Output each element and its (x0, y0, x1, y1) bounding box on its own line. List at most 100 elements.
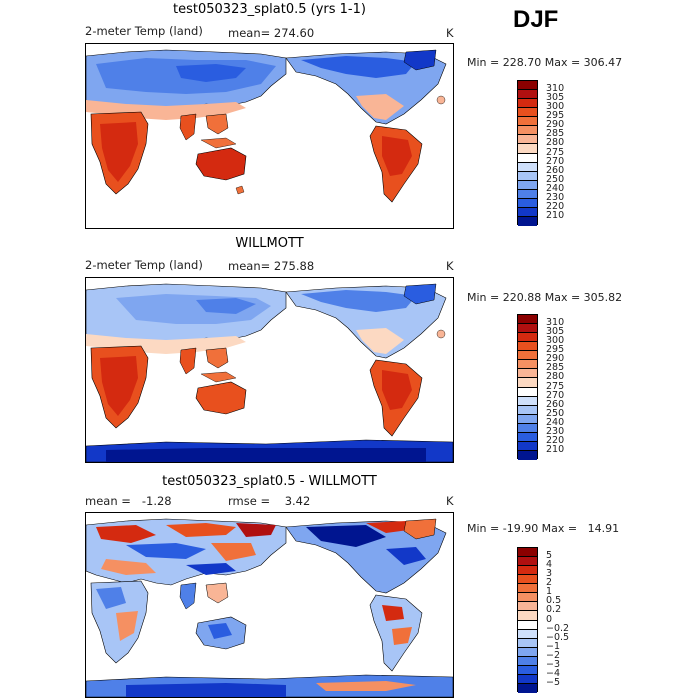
panel-3-colorbar (517, 547, 538, 693)
panel-3-mean-label: mean = -1.28 (85, 494, 172, 508)
panel-2-map (85, 277, 454, 463)
colorbar-segment (518, 611, 537, 621)
colorbar-tick-label: 3 (546, 568, 553, 580)
colorbar-segment (518, 342, 537, 352)
colorbar-tick-label: 300 (546, 335, 565, 347)
colorbar-tick-label: 285 (546, 128, 565, 140)
colorbar-segment (518, 450, 537, 460)
colorbar-segment (518, 333, 537, 343)
season-label: DJF (513, 6, 559, 33)
colorbar-segment (518, 423, 537, 433)
colorbar-tick-label: 230 (546, 425, 565, 437)
colorbar-segment (518, 396, 537, 406)
colorbar-tick-label: 220 (546, 434, 565, 446)
australia-landmass (195, 147, 247, 181)
colorbar-segment (518, 189, 537, 199)
colorbar-tick-label: 285 (546, 362, 565, 374)
colorbar-segment (518, 99, 537, 109)
colorbar-segment (518, 405, 537, 415)
colorbar-tick-label: 295 (546, 344, 565, 356)
colorbar-segment (518, 180, 537, 190)
colorbar-tick-label: 290 (546, 353, 565, 365)
colorbar-segment (518, 548, 537, 558)
panel-1-title: test050323_splat0.5 (yrs 1-1) (173, 2, 366, 17)
colorbar-tick-label: −0.2 (546, 622, 570, 634)
panel-3-map-graphic (86, 513, 453, 697)
colorbar-tick-label: 290 (546, 119, 565, 131)
colorbar-segment (518, 351, 537, 361)
colorbar-segment (518, 656, 537, 666)
colorbar-segment (518, 665, 537, 675)
colorbar-tick-label: 275 (546, 380, 565, 392)
colorbar-tick-label: 270 (546, 155, 565, 167)
colorbar-segment (518, 126, 537, 136)
panel-3-rmse-label: rmse = 3.42 (228, 494, 311, 508)
colorbar-segment (518, 324, 537, 334)
colorbar-tick-label: 310 (546, 317, 565, 329)
panel-3-minmax: Min = -19.90 Max = 14.91 (467, 522, 620, 535)
panel-1-variable-label: 2-meter Temp (land) (85, 24, 203, 38)
colorbar-tick-label: 4 (546, 559, 553, 571)
panel-2-mean-label: mean= 275.88 (228, 259, 315, 273)
colorbar-segment (518, 575, 537, 585)
colorbar-tick-label: 300 (546, 101, 565, 113)
colorbar-tick-label: 0 (546, 613, 553, 625)
colorbar-tick-label: −2 (546, 649, 561, 661)
panel-3-title: test050323_splat0.5 - WILLMOTT (162, 474, 377, 489)
colorbar-segment (518, 629, 537, 639)
colorbar-segment (518, 441, 537, 451)
colorbar-segment (518, 378, 537, 388)
colorbar-tick-label: 310 (546, 83, 565, 95)
panel-1-map (85, 43, 454, 229)
colorbar-segment (518, 674, 537, 684)
colorbar-tick-label: 270 (546, 389, 565, 401)
colorbar-segment (518, 683, 537, 693)
colorbar-tick-label: 280 (546, 137, 565, 149)
colorbar-segment (518, 81, 537, 91)
colorbar-tick-label: 210 (546, 443, 565, 455)
colorbar-segment (518, 108, 537, 118)
colorbar-segment (518, 207, 537, 217)
colorbar-tick-label: −4 (546, 667, 561, 679)
colorbar-tick-label: −5 (546, 676, 561, 688)
colorbar-tick-label: 250 (546, 173, 565, 185)
panel-2-map-graphic (86, 278, 453, 462)
colorbar-tick-label: 305 (546, 92, 565, 104)
colorbar-tick-label: 260 (546, 398, 565, 410)
colorbar-segment (518, 387, 537, 397)
colorbar-tick-label: 2 (546, 577, 553, 589)
colorbar-tick-label: 240 (546, 182, 565, 194)
colorbar-segment (518, 135, 537, 145)
colorbar-tick-label: −3 (546, 658, 561, 670)
panel-3-units-label: K (446, 494, 454, 508)
colorbar-segment (518, 602, 537, 612)
colorbar-segment (518, 620, 537, 630)
colorbar-segment (518, 432, 537, 442)
panel-1-mean-label: mean= 274.60 (228, 26, 315, 40)
colorbar-segment (518, 566, 537, 576)
colorbar-tick-label: 5 (546, 550, 553, 562)
panel-1-map-graphic (86, 44, 453, 228)
colorbar-segment (518, 557, 537, 567)
colorbar-segment (518, 144, 537, 154)
colorbar-tick-label: 250 (546, 407, 565, 419)
colorbar-tick-label: 0.5 (546, 595, 562, 607)
colorbar-tick-label: 0.2 (546, 604, 562, 616)
colorbar-tick-label: 220 (546, 200, 565, 212)
panel-2-title: WILLMOTT (235, 236, 304, 251)
colorbar-tick-label: 210 (546, 209, 565, 221)
colorbar-segment (518, 315, 537, 325)
colorbar-segment (518, 593, 537, 603)
colorbar-tick-label: 230 (546, 191, 565, 203)
colorbar-segment (518, 162, 537, 172)
colorbar-tick-label: 295 (546, 110, 565, 122)
colorbar-tick-label: 240 (546, 416, 565, 428)
colorbar-tick-label: 1 (546, 586, 553, 598)
colorbar-segment (518, 198, 537, 208)
panel-3-map (85, 512, 454, 698)
panel-1-units-label: K (446, 26, 454, 40)
colorbar-tick-label: −0.5 (546, 631, 570, 643)
colorbar-tick-label: 280 (546, 371, 565, 383)
colorbar-tick-label: −1 (546, 640, 561, 652)
panel-1-colorbar (517, 80, 538, 226)
